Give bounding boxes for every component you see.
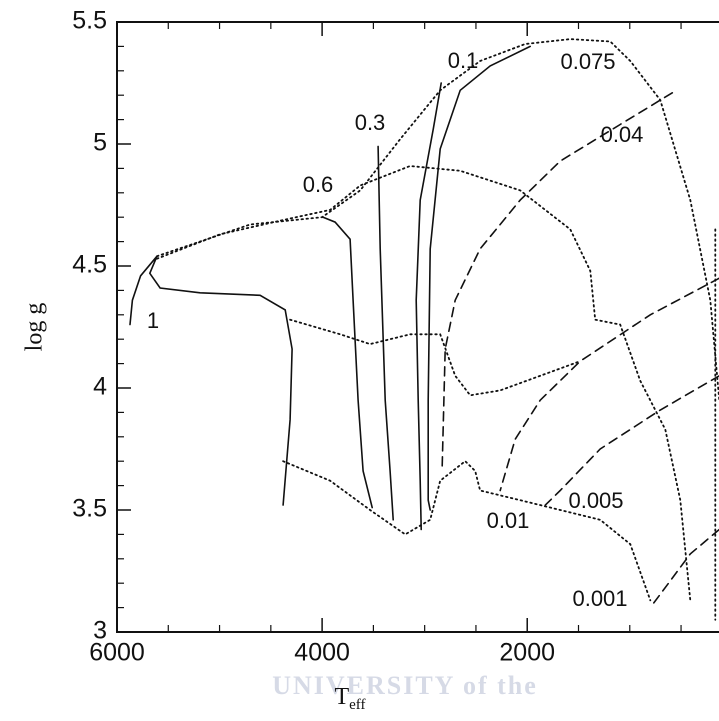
y-tick-label: 5 bbox=[93, 129, 107, 157]
x-tick-label: 4000 bbox=[294, 639, 350, 667]
isochrone bbox=[156, 38, 719, 402]
watermark: UNIVERSITY of the bbox=[272, 671, 538, 700]
series-label: 0.005 bbox=[568, 488, 623, 513]
track bbox=[427, 45, 531, 511]
track bbox=[129, 255, 293, 506]
isochrone bbox=[282, 460, 652, 602]
series-label: 0.6 bbox=[303, 172, 334, 197]
plot-frame bbox=[116, 21, 719, 633]
series-label: 0.3 bbox=[355, 110, 386, 135]
track bbox=[441, 92, 674, 467]
isochrone bbox=[289, 318, 582, 397]
series-label: 0.001 bbox=[572, 586, 627, 611]
track bbox=[544, 375, 719, 506]
track bbox=[499, 277, 719, 492]
series-label: 0.04 bbox=[601, 122, 644, 147]
x-tick-label: 2000 bbox=[499, 639, 555, 667]
x-axis-title: Teff bbox=[334, 684, 365, 714]
x-tick-label: 6000 bbox=[89, 639, 145, 667]
y-tick-label: 3.5 bbox=[72, 495, 107, 523]
track bbox=[649, 528, 719, 609]
y-tick-label: 4.5 bbox=[72, 251, 107, 279]
track bbox=[415, 82, 442, 531]
x-axis-title-subscript: eff bbox=[349, 697, 365, 713]
series-label: 0.01 bbox=[487, 508, 530, 533]
series-label: 1 bbox=[147, 308, 159, 333]
y-tick-label: 4 bbox=[93, 373, 107, 401]
isochrone bbox=[156, 165, 692, 602]
track bbox=[322, 216, 373, 509]
series-label: 0.1 bbox=[448, 48, 479, 73]
x-axis-title-main: T bbox=[334, 684, 349, 710]
y-axis-title: log g bbox=[22, 303, 48, 352]
y-tick-label: 3 bbox=[93, 617, 107, 645]
track bbox=[377, 145, 394, 521]
series-label: 0.075 bbox=[560, 49, 615, 74]
y-tick-label: 5.5 bbox=[72, 7, 107, 35]
